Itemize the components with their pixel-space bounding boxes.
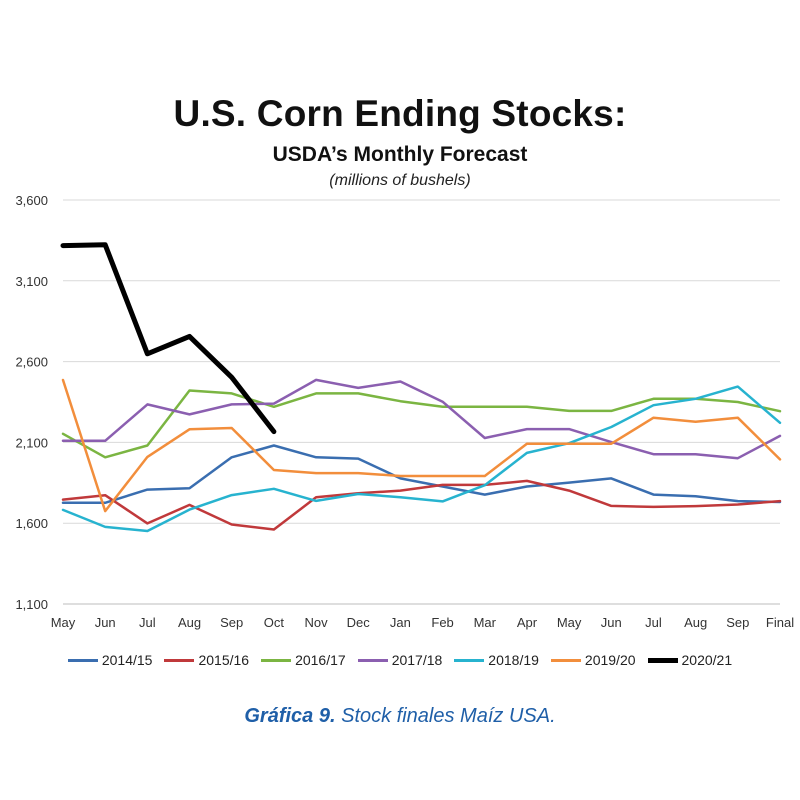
x-tick-label: Feb [431, 615, 453, 630]
legend-label: 2020/21 [681, 652, 733, 668]
legend-item: 2017/18 [357, 652, 443, 668]
legend-swatch [454, 658, 485, 662]
legend-label: 2017/18 [391, 652, 443, 668]
x-tick-label: Dec [347, 615, 371, 630]
chart-title: U.S. Corn Ending Stocks: [173, 93, 627, 134]
series-layer [60, 242, 782, 533]
x-tick-label: Oct [264, 615, 285, 630]
y-tick-label: 2,100 [15, 435, 48, 450]
legend-item: 2018/19 [454, 652, 539, 668]
x-tick-label: Nov [304, 615, 328, 630]
y-tick-label: 1,600 [15, 516, 48, 531]
legend-label: 2018/19 [488, 652, 539, 668]
x-tick-label: Jan [390, 615, 411, 630]
series-line-2016-17 [61, 389, 782, 459]
legend-swatch [164, 658, 195, 662]
x-tick-label: Aug [684, 615, 707, 630]
y-tick-label: 1,100 [15, 597, 48, 612]
legend-item: 2016/17 [261, 652, 346, 668]
series-line-2014-15 [61, 444, 782, 505]
x-tick-label: Mar [474, 615, 497, 630]
series-line-2019-20 [61, 378, 782, 513]
caption-label: Gráfica 9. [244, 705, 336, 727]
x-tick-label: Apr [517, 615, 538, 630]
legend-item: 2020/21 [647, 652, 733, 668]
x-tick-labels: May Jun Jul Aug Sep Oct Nov Dec Jan Feb Mar Apr May J… [51, 615, 794, 630]
legend-label: 2014/15 [101, 652, 153, 668]
legend-swatch [357, 658, 388, 662]
legend-label: 2016/17 [295, 652, 346, 668]
legend-label: 2015/16 [198, 652, 250, 668]
legend-item: 2014/15 [67, 652, 153, 668]
y-tick-label: 3,600 [15, 193, 48, 208]
x-tick-label: Sep [726, 615, 749, 630]
x-tick-label: Aug [178, 615, 201, 630]
legend-swatch [67, 658, 98, 662]
chart-subtitle: USDA’s Monthly Forecast [272, 143, 528, 166]
chart-units: (millions of bushels) [329, 172, 471, 189]
x-tick-label: Jun [95, 615, 116, 630]
series-line-2018-19 [61, 385, 782, 533]
legend-swatch [261, 658, 292, 662]
legend: 2014/15 2015/16 2016/17 2017/18 2018/19 2019/… [0, 650, 800, 670]
grid-layer [63, 199, 780, 605]
y-tick-labels: 1,100 1,600 2,100 2,600 3,100 3,600 [15, 193, 48, 612]
series-line-2017-18 [61, 378, 782, 460]
y-tick-label: 2,600 [15, 355, 48, 370]
series-line-2015-16 [61, 479, 782, 531]
x-tick-label: Jul [645, 615, 662, 630]
legend-swatch [647, 657, 678, 663]
x-tick-label: Jun [601, 615, 622, 630]
series-line-2020-21 [60, 242, 277, 435]
legend-item: 2015/16 [164, 652, 249, 668]
x-tick-label: Sep [220, 615, 243, 630]
figure-caption: Gráfica 9. Stock finales Maíz USA. [0, 705, 800, 728]
x-tick-label: Final [766, 615, 794, 630]
x-tick-label: Jul [139, 615, 156, 630]
legend-item: 2019/20 [550, 652, 636, 668]
caption-text: Stock finales Maíz USA. [335, 705, 556, 727]
legend-label: 2019/20 [584, 652, 636, 668]
chart-panel [0, 78, 800, 676]
legend-swatch [550, 658, 581, 662]
x-tick-label: May [557, 615, 582, 630]
x-tick-label: May [51, 615, 76, 630]
y-tick-label: 3,100 [15, 274, 48, 289]
